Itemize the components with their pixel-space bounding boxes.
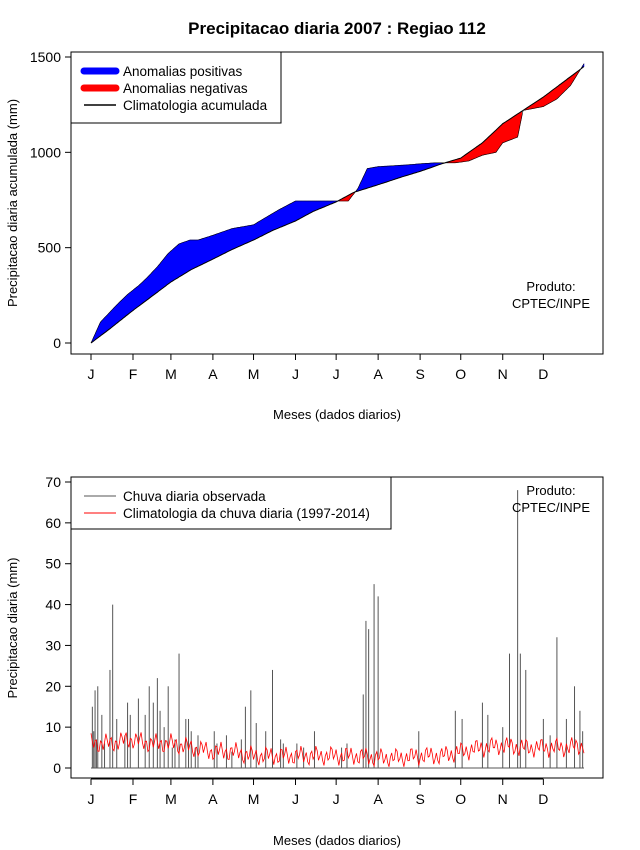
y-axis: 0 500 1000 1500 xyxy=(30,49,72,351)
annotation-line-2: CPTEC/INPE xyxy=(512,500,590,515)
annotation-line-1: Produto: xyxy=(526,279,575,294)
x-tick-label: A xyxy=(373,366,383,382)
annotation: Produto: CPTEC/INPE xyxy=(512,279,590,311)
x-tick-label: M xyxy=(165,366,177,382)
observed-cumulative-line xyxy=(90,63,585,344)
y-tick-label: 20 xyxy=(45,678,61,694)
x-tick-label: M xyxy=(165,791,177,807)
annotation-line-2: CPTEC/INPE xyxy=(512,296,590,311)
y-axis: 0 10 20 30 40 50 60 70 xyxy=(45,474,72,776)
x-tick-label: F xyxy=(129,366,138,382)
legend: Anomalias positivas Anomalias negativas … xyxy=(70,51,282,124)
y-axis-label: Precipitacao diaria (mm) xyxy=(5,558,20,699)
x-tick-label: A xyxy=(208,791,218,807)
x-tick-label: F xyxy=(129,791,138,807)
y-tick-label: 1000 xyxy=(30,144,61,160)
x-tick-label: J xyxy=(88,366,95,382)
y-axis-label: Precipitacao diaria acumulada (mm) xyxy=(5,99,20,307)
annotation-line-1: Produto: xyxy=(526,483,575,498)
daily-precipitation-chart: 0 10 20 30 40 50 60 70 J F M A M J J A S O N D Precipitaca… xyxy=(5,474,604,848)
x-tick-label: M xyxy=(248,366,260,382)
y-tick-label: 30 xyxy=(45,637,61,653)
chart-title: Precipitacao diaria 2007 : Regiao 112 xyxy=(188,19,486,38)
y-tick-label: 0 xyxy=(53,760,61,776)
observed-daily-bars xyxy=(91,490,584,769)
legend-label-climatology: Climatologia da chuva diaria (1997-2014) xyxy=(123,506,370,521)
x-tick-label: D xyxy=(538,366,548,382)
y-tick-label: 10 xyxy=(45,719,61,735)
x-tick-label: A xyxy=(208,366,218,382)
x-tick-label: J xyxy=(292,366,299,382)
legend-box xyxy=(70,476,392,530)
legend-label-observed: Chuva diaria observada xyxy=(123,489,266,504)
x-tick-label: O xyxy=(455,791,466,807)
x-axis-label: Meses (dados diarios) xyxy=(273,833,401,848)
x-tick-label: J xyxy=(88,791,95,807)
x-tick-label: J xyxy=(333,791,340,807)
y-tick-label: 40 xyxy=(45,597,61,613)
legend: Chuva diaria observada Climatologia da c… xyxy=(70,476,392,530)
y-tick-label: 1500 xyxy=(30,49,61,65)
y-tick-label: 50 xyxy=(45,556,61,572)
x-tick-label: O xyxy=(455,366,466,382)
annotation: Produto: CPTEC/INPE xyxy=(512,483,590,515)
legend-label-climatology: Climatologia acumulada xyxy=(123,98,268,113)
x-tick-label: J xyxy=(292,791,299,807)
cumulative-precipitation-chart: 0 500 1000 1500 J F M A M J J A S O N D Precipitacao d… xyxy=(5,49,604,422)
x-tick-label: S xyxy=(415,791,424,807)
y-tick-label: 70 xyxy=(45,474,61,490)
legend-label-negative: Anomalias negativas xyxy=(123,81,248,96)
x-tick-label: J xyxy=(333,366,340,382)
climatology-daily-line xyxy=(90,732,585,768)
x-tick-label: D xyxy=(538,791,548,807)
x-axis-label: Meses (dados diarios) xyxy=(273,407,401,422)
x-tick-label: N xyxy=(498,791,508,807)
y-tick-label: 0 xyxy=(53,335,61,351)
y-tick-label: 60 xyxy=(45,515,61,531)
y-tick-label: 500 xyxy=(38,240,62,256)
positive-anomaly-area xyxy=(90,200,338,344)
x-tick-label: A xyxy=(373,791,383,807)
x-tick-label: N xyxy=(498,366,508,382)
x-tick-label: M xyxy=(248,791,260,807)
legend-label-positive: Anomalias positivas xyxy=(123,64,243,79)
x-tick-label: S xyxy=(415,366,424,382)
